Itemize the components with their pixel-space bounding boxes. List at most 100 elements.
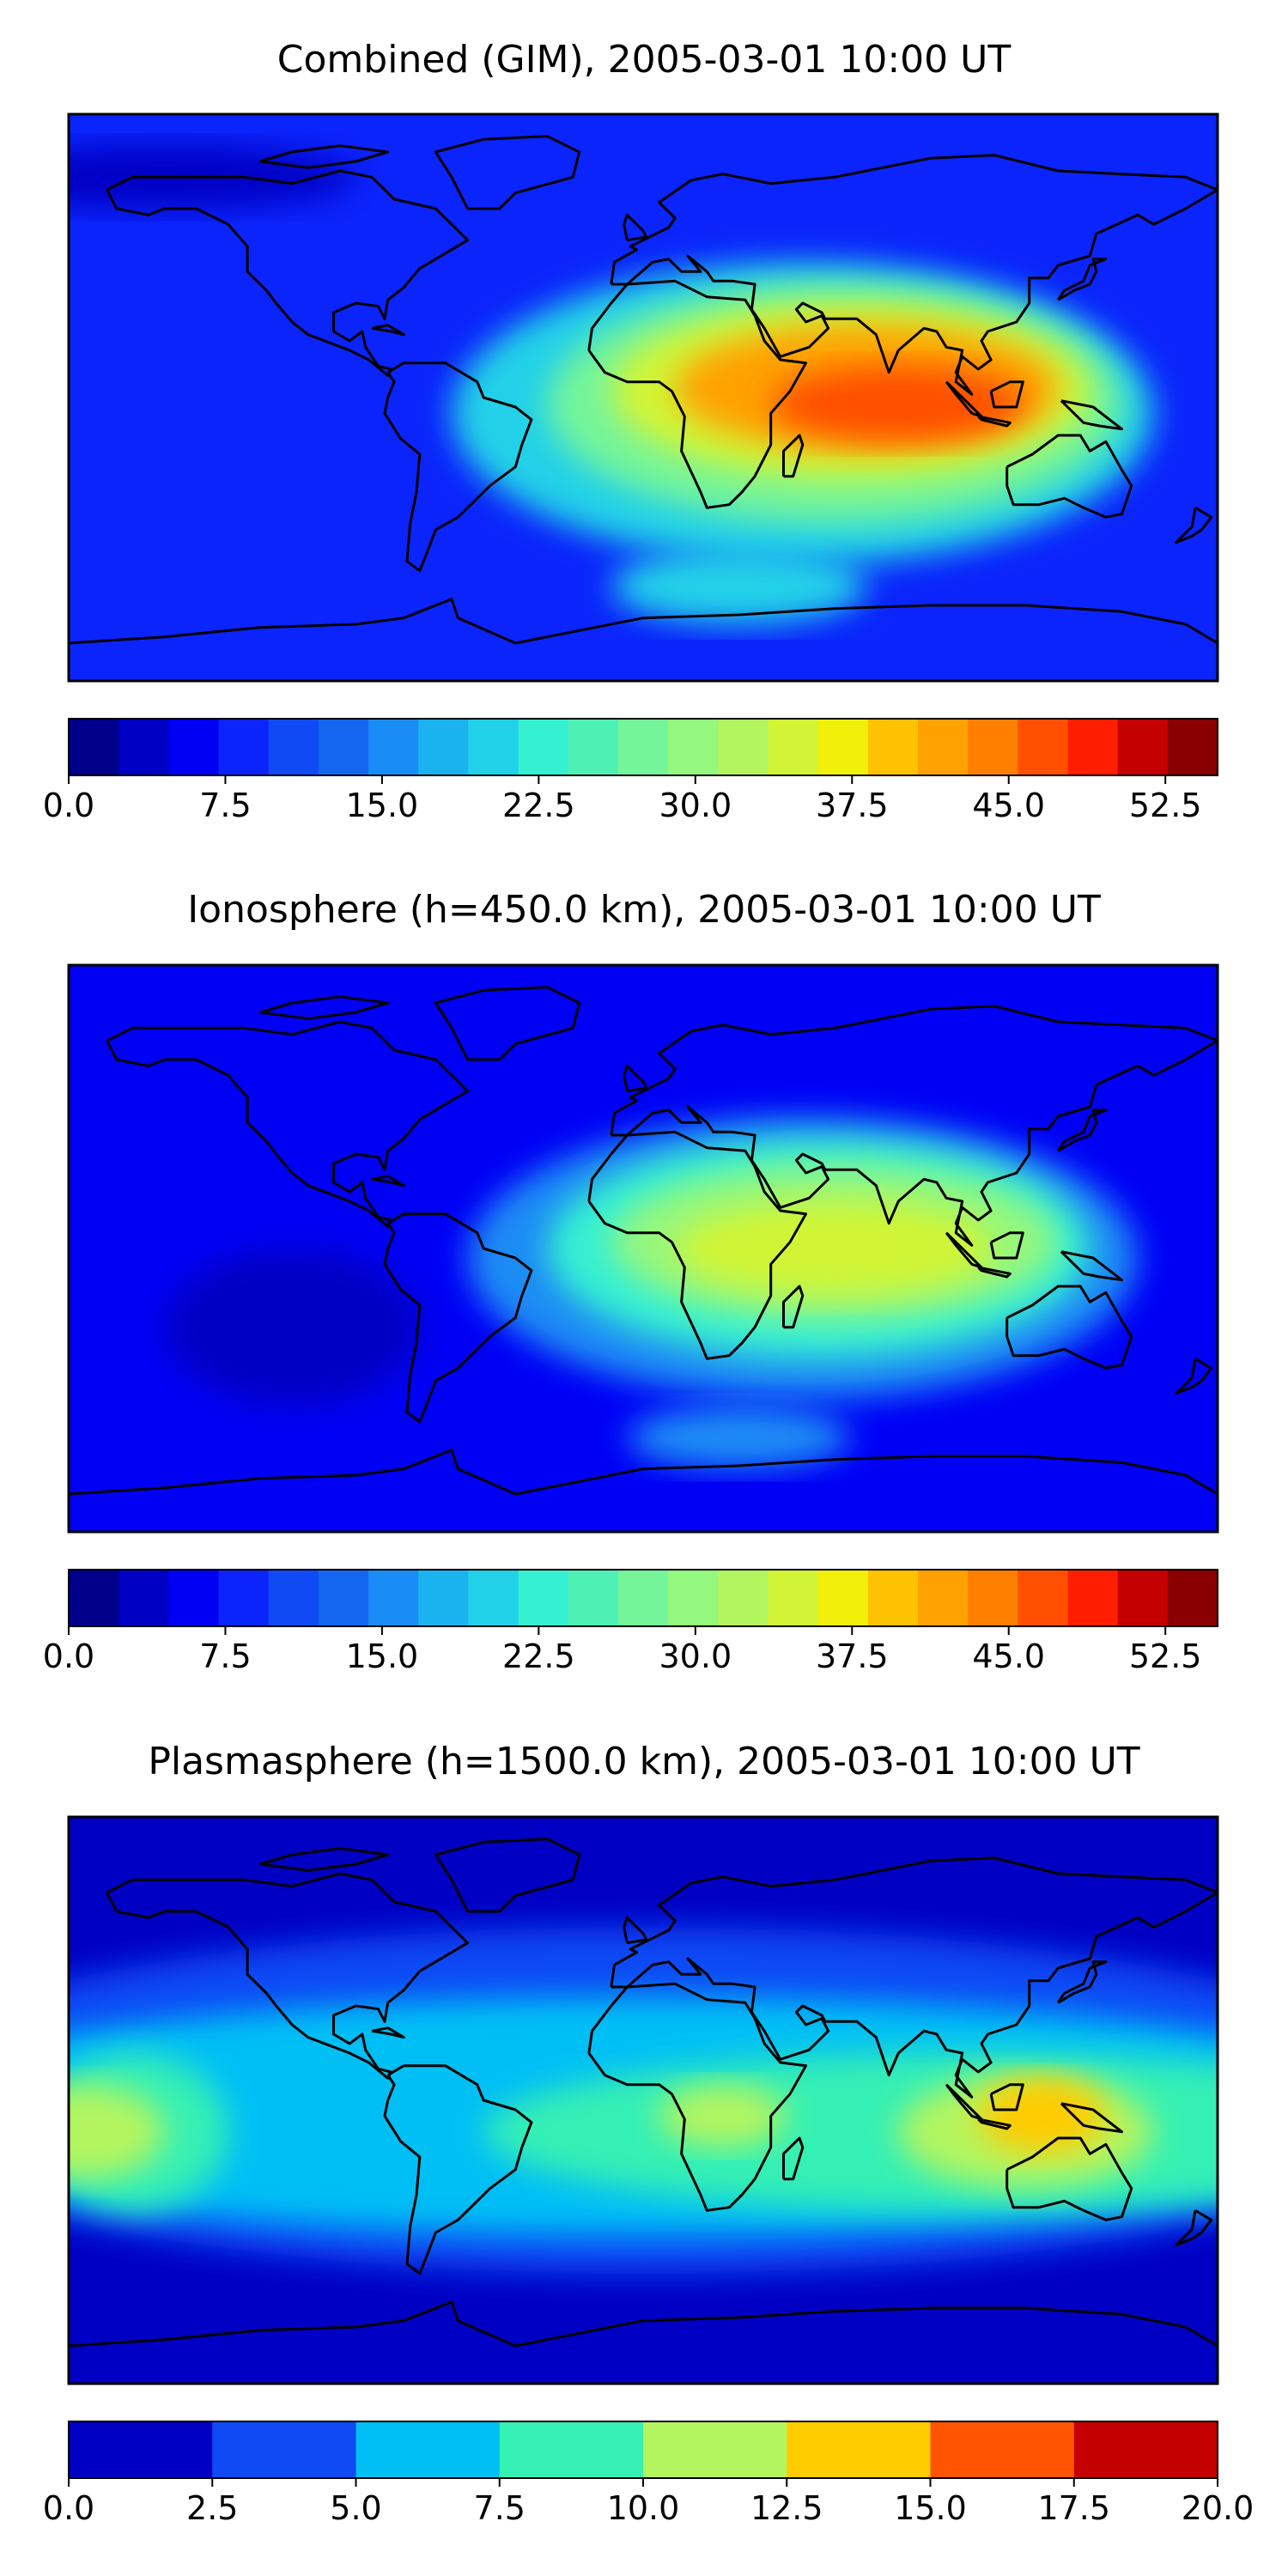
- colorbar-swatch: [817, 719, 869, 775]
- colorbar-swatch: [268, 719, 319, 775]
- colorbar-tick-label: 45.0: [972, 1637, 1046, 1675]
- coastline: [945, 2083, 983, 2121]
- coastline: [1005, 2136, 1133, 2221]
- coastline: [1175, 507, 1213, 544]
- colorbar-swatch: [418, 1570, 469, 1626]
- colorbar-swatch: [718, 1570, 769, 1626]
- panel-title: Plasmasphere (h=1500.0 km), 2005-03-01 1…: [148, 1740, 1140, 1783]
- coastline: [434, 1838, 581, 1913]
- colorbar-swatch: [1018, 1570, 1068, 1626]
- colorbar-swatch: [1117, 1570, 1169, 1626]
- coastline: [1056, 258, 1108, 301]
- colorbar-swatch: [1067, 719, 1119, 775]
- colorbar-swatch: [930, 2421, 1075, 2478]
- colorbar-swatch: [768, 719, 819, 775]
- colorbar-swatch: [617, 1570, 669, 1626]
- coastline: [259, 995, 390, 1020]
- colorbar-swatch: [668, 719, 719, 775]
- colorbar-swatch: [1117, 719, 1169, 775]
- colorbar-swatch: [617, 719, 669, 775]
- coastline: [106, 1020, 470, 1228]
- colorbar-swatch: [1018, 719, 1068, 775]
- colorbar-swatch: [468, 719, 519, 775]
- coastline: [106, 1872, 470, 2080]
- colorbar-tick-label: 15.0: [345, 1637, 419, 1675]
- coastline: [383, 361, 533, 573]
- colorbar-swatch: [218, 1570, 270, 1626]
- coastline: [977, 415, 1012, 428]
- coastline: [106, 169, 470, 377]
- coastline: [434, 135, 581, 210]
- coastline: [1175, 1358, 1213, 1395]
- colorbar-tick-label: 30.0: [659, 1637, 732, 1675]
- colorbar-swatch: [1067, 1570, 1119, 1626]
- colorbar-tick-label: 15.0: [345, 787, 419, 824]
- colorbar-swatch: [668, 1570, 719, 1626]
- coastline: [623, 1064, 648, 1093]
- colorbar-swatch: [118, 719, 169, 775]
- coastlines: [69, 986, 1218, 1496]
- coastline: [383, 1212, 533, 1424]
- coastline: [1005, 434, 1133, 519]
- colorbar-tick-label: 2.5: [186, 2489, 239, 2527]
- colorbar-frame: [68, 718, 1218, 776]
- coastline: [371, 1175, 405, 1188]
- coastline: [434, 986, 581, 1061]
- coastline: [587, 1130, 808, 1360]
- coastline: [782, 2136, 805, 2181]
- coastline: [989, 380, 1024, 409]
- coastline: [1060, 2102, 1123, 2134]
- colorbar-swatch: [168, 719, 220, 775]
- colorbar-tick-label: 5.0: [330, 2489, 382, 2527]
- map-frame: [67, 112, 1219, 683]
- coastline: [782, 1285, 805, 1329]
- coastlines: [69, 1838, 1218, 2348]
- colorbar: [68, 1569, 1218, 1635]
- colorbar-swatch: [168, 1570, 220, 1626]
- colorbar-tick-label: 22.5: [502, 787, 575, 824]
- colorbar-swatch: [867, 1570, 919, 1626]
- colorbar-tick-label: 12.5: [750, 2489, 823, 2527]
- field-contours: [69, 1817, 1218, 2384]
- coastline: [259, 1847, 390, 1872]
- colorbar-swatch: [212, 2421, 356, 2478]
- panel-title: Combined (GIM), 2005-03-01 10:00 UT: [276, 38, 1012, 82]
- colorbar-swatch: [355, 2421, 501, 2478]
- colorbar-swatch: [368, 719, 419, 775]
- field-contour-region: [659, 2084, 787, 2148]
- field-contour-region: [69, 2084, 165, 2179]
- colorbar-swatch: [1167, 1570, 1218, 1626]
- field-contour-region: [164, 1249, 420, 1406]
- coastline: [1056, 1109, 1108, 1152]
- coastline: [1060, 1250, 1123, 1282]
- coastline: [1175, 2209, 1213, 2247]
- coastline: [945, 380, 983, 418]
- colorbar-tick-label: 37.5: [815, 787, 889, 824]
- colorbar-swatch: [468, 1570, 519, 1626]
- colorbar: [68, 2421, 1218, 2487]
- field-contour-region: [978, 2078, 1106, 2154]
- colorbar-tick-label: 20.0: [1181, 2489, 1255, 2527]
- colorbar-tick-label: 45.0: [972, 787, 1046, 824]
- coastline: [989, 2083, 1024, 2111]
- colorbar-swatch: [917, 719, 969, 775]
- field-contour-region: [611, 549, 867, 624]
- coastline: [610, 154, 1218, 396]
- colorbar-swatch: [568, 1570, 619, 1626]
- colorbar-swatch: [917, 1570, 969, 1626]
- colorbar-tick-label: 52.5: [1128, 1637, 1202, 1675]
- colorbar-swatch: [268, 1570, 319, 1626]
- coastline: [587, 1982, 808, 2212]
- coastline: [977, 1266, 1012, 1279]
- colorbar-tick-label: 0.0: [42, 1637, 95, 1675]
- field-contour-region: [675, 1201, 994, 1296]
- colorbar-tick-label: 10.0: [606, 2489, 680, 2527]
- colorbar-swatch: [69, 2421, 213, 2478]
- coastline: [383, 2064, 533, 2275]
- colorbar-frame: [68, 1569, 1218, 1627]
- colorbar-tick-label: 30.0: [659, 787, 732, 824]
- colorbar-swatch: [218, 719, 270, 775]
- field-contours: [69, 114, 1218, 681]
- colorbar: [68, 718, 1218, 784]
